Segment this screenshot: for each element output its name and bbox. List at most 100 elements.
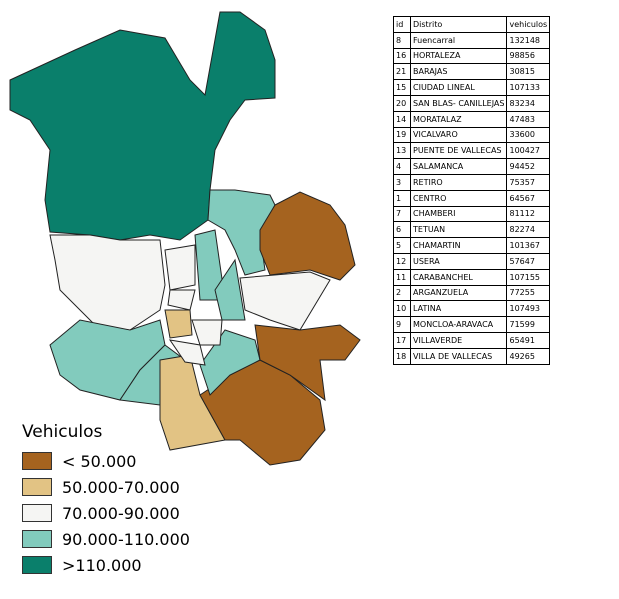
table-cell: Fuencarral — [409, 31, 508, 49]
table-cell: 11 — [393, 268, 411, 286]
table-row: 20 SAN BLAS- CANILLEJAS 83234 — [393, 94, 551, 112]
table-cell: LATINA — [409, 300, 508, 318]
legend-swatch — [22, 530, 52, 548]
table-row: 18 VILLA DE VALLECAS 49265 — [393, 347, 551, 365]
district — [164, 309, 193, 339]
district — [259, 191, 356, 281]
table-cell: 107493 — [506, 300, 551, 318]
district — [239, 271, 331, 331]
table-cell: 20 — [393, 94, 411, 112]
table-cell: PUENTE DE VALLECAS — [409, 142, 508, 160]
table-cell: 49265 — [506, 347, 551, 365]
table-cell: 17 — [393, 331, 411, 349]
table-row: 9 MONCLOA-ARAVACA 71599 — [393, 316, 551, 333]
table-cell: 14 — [393, 110, 411, 128]
table-row: 7 CHAMBERI 81112 — [393, 205, 551, 223]
district — [9, 11, 276, 241]
legend-item: 90.000-110.000 — [22, 526, 190, 552]
table-cell: 3 — [393, 173, 411, 191]
legend-label: 90.000-110.000 — [62, 529, 190, 549]
table-cell: MORATALAZ — [409, 110, 508, 128]
table-header: id Distrito vehiculos — [393, 16, 551, 33]
district — [214, 258, 246, 321]
table-cell: 57647 — [506, 252, 551, 270]
table-cell: BARAJAS — [409, 63, 508, 81]
district — [167, 289, 196, 311]
legend-swatch — [22, 556, 52, 574]
legend: Vehiculos < 50.000 50.000-70.000 70.000-90… — [22, 422, 190, 578]
district — [49, 234, 166, 331]
table-row: 12 USERA 57647 — [393, 252, 551, 270]
table-cell: 83234 — [506, 94, 551, 112]
table-cell: 15 — [393, 79, 411, 96]
table-cell: 65491 — [506, 331, 551, 349]
legend-swatch — [22, 478, 52, 496]
table-cell: VILLAVERDE — [409, 331, 508, 349]
table-row: 1 CENTRO 64567 — [393, 189, 551, 207]
table-cell: CENTRO — [409, 189, 508, 207]
table-cell: 16 — [393, 47, 411, 65]
table-cell: 47483 — [506, 110, 551, 128]
district-table: id Distrito vehiculos 8 Fuencarral 132148 16 HO… — [393, 16, 551, 365]
header-cell: id — [393, 16, 411, 33]
table-row: 3 RETIRO 75357 — [393, 173, 551, 191]
table-cell: SAN BLAS- CANILLEJAS — [409, 94, 508, 112]
table-row: 14 MORATALAZ 47483 — [393, 110, 551, 128]
table-cell: 21 — [393, 63, 411, 81]
legend-swatch — [22, 452, 52, 470]
legend-item: < 50.000 — [22, 448, 190, 474]
table-cell: 98856 — [506, 47, 551, 65]
district — [168, 339, 206, 366]
legend-label: >110.000 — [62, 555, 142, 575]
table-cell: CHAMARTIN — [409, 237, 508, 254]
legend-label: < 50.000 — [62, 451, 137, 471]
table-cell: 8 — [393, 31, 411, 49]
table-cell: ARGANZUELA — [409, 284, 508, 302]
table-cell: 107133 — [506, 79, 551, 96]
table-cell: SALAMANCA — [409, 158, 508, 175]
table-cell: 75357 — [506, 173, 551, 191]
table-cell: 7 — [393, 205, 411, 223]
table-row: 19 VICALVARO 33600 — [393, 126, 551, 144]
legend-title: Vehiculos — [22, 422, 103, 442]
table-row: 10 LATINA 107493 — [393, 300, 551, 318]
table-cell: 101367 — [506, 237, 551, 254]
table-cell: CHAMBERI — [409, 205, 508, 223]
table-cell: 64567 — [506, 189, 551, 207]
table-cell: 13 — [393, 142, 411, 160]
table-cell: 33600 — [506, 126, 551, 144]
district — [191, 319, 223, 346]
table-cell: 19 — [393, 126, 411, 144]
table-cell: MONCLOA-ARAVACA — [409, 316, 508, 333]
table-cell: 94452 — [506, 158, 551, 175]
table-cell: 9 — [393, 316, 411, 333]
table-cell: 77255 — [506, 284, 551, 302]
table-row: 15 CIUDAD LINEAL 107133 — [393, 79, 551, 96]
legend-label: 50.000-70.000 — [62, 477, 180, 497]
table-cell: RETIRO — [409, 173, 508, 191]
table-cell: 30815 — [506, 63, 551, 81]
district — [164, 244, 196, 291]
table-cell: 4 — [393, 158, 411, 175]
table-row: 21 BARAJAS 30815 — [393, 63, 551, 81]
table-row: 4 SALAMANCA 94452 — [393, 158, 551, 175]
legend-item: 70.000-90.000 — [22, 500, 190, 526]
table-cell: CARABANCHEL — [409, 268, 508, 286]
table-cell: USERA — [409, 252, 508, 270]
table-cell: TETUAN — [409, 221, 508, 239]
table-cell: 2 — [393, 284, 411, 302]
legend-label: 70.000-90.000 — [62, 503, 180, 523]
table-row: 2 ARGANZUELA 77255 — [393, 284, 551, 302]
table-row: 8 Fuencarral 132148 — [393, 31, 551, 49]
table-cell: 12 — [393, 252, 411, 270]
table-row: 16 HORTALEZA 98856 — [393, 47, 551, 65]
legend-swatch — [22, 504, 52, 522]
table-row: 17 VILLAVERDE 65491 — [393, 331, 551, 349]
table-cell: 10 — [393, 300, 411, 318]
district-map — [9, 11, 361, 466]
header-cell: Distrito — [409, 16, 508, 33]
table-cell: 82274 — [506, 221, 551, 239]
table-cell: 107155 — [506, 268, 551, 286]
table-cell: 71599 — [506, 316, 551, 333]
